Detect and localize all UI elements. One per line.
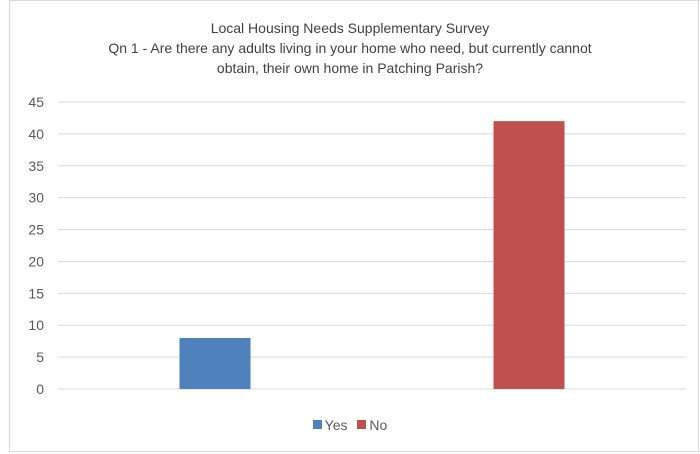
chart-title: Local Housing Needs Supplementary Survey… <box>0 18 700 78</box>
chart-title-line-3: obtain, their own home in Patching Paris… <box>216 60 484 76</box>
chart-title-line-2: Qn 1 - Are there any adults living in yo… <box>108 40 592 56</box>
y-tick-label: 5 <box>36 349 44 365</box>
y-tick-label: 45 <box>28 94 44 110</box>
chart-title-line-1: Local Housing Needs Supplementary Survey <box>210 20 490 36</box>
chart-frame <box>9 0 699 452</box>
legend-label-yes: Yes <box>324 416 348 433</box>
legend-item-yes: Yes <box>312 416 348 433</box>
legend-swatch-yes <box>312 420 322 429</box>
y-tick-label: 20 <box>28 253 44 269</box>
y-tick-label: 30 <box>28 190 44 206</box>
legend: Yes No <box>0 416 700 433</box>
legend-item-no: No <box>357 417 387 433</box>
y-tick-label: 25 <box>28 222 44 238</box>
legend-swatch-no <box>357 420 367 429</box>
bar-no <box>493 121 565 389</box>
y-tick-label: 35 <box>28 158 44 174</box>
y-tick-label: 15 <box>28 285 44 301</box>
y-tick-label: 0 <box>36 381 44 397</box>
y-tick-label: 40 <box>28 126 44 142</box>
bar-yes <box>179 337 251 389</box>
legend-label-no: No <box>369 416 388 433</box>
y-tick-label: 10 <box>28 317 44 333</box>
